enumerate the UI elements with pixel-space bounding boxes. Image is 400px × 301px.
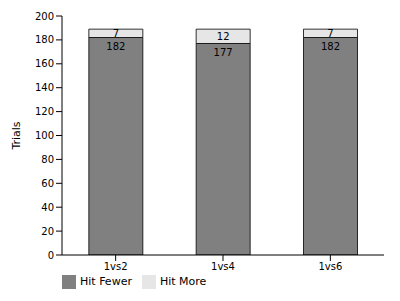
svg-text:120: 120 (35, 106, 54, 117)
svg-text:Trials: Trials (10, 121, 23, 150)
svg-text:1vs2: 1vs2 (104, 261, 128, 272)
svg-text:12: 12 (217, 31, 230, 42)
svg-text:200: 200 (35, 11, 54, 22)
svg-text:182: 182 (106, 41, 125, 52)
svg-text:182: 182 (321, 41, 340, 52)
svg-text:1vs6: 1vs6 (318, 261, 342, 272)
svg-text:7: 7 (113, 28, 119, 39)
svg-text:160: 160 (35, 58, 54, 69)
svg-text:140: 140 (35, 82, 54, 93)
svg-text:177: 177 (214, 47, 233, 58)
svg-text:0: 0 (48, 250, 54, 261)
svg-text:60: 60 (41, 178, 54, 189)
svg-text:20: 20 (41, 226, 54, 237)
svg-text:100: 100 (35, 130, 54, 141)
html-text:Hit More: Hit More (159, 275, 207, 288)
svg-text:180: 180 (35, 34, 54, 45)
svg-text:1vs4: 1vs4 (211, 261, 235, 272)
svg-text:80: 80 (41, 154, 54, 165)
svg-text:7: 7 (327, 28, 333, 39)
html-text:Hit Fewer: Hit Fewer (80, 275, 132, 288)
svg-text:40: 40 (41, 202, 54, 213)
